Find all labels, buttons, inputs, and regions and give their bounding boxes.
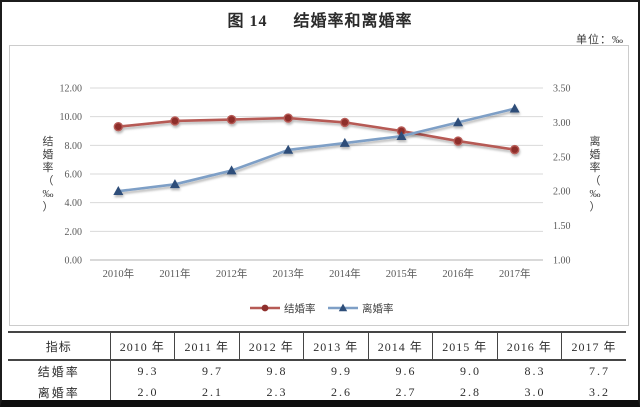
data-point-triangle — [169, 179, 180, 189]
table-header-cell: 2012 年 — [238, 332, 304, 361]
table-value-cell: 2.7 — [395, 385, 417, 399]
legend-marker — [261, 304, 269, 312]
table-header-cell: 2013 年 — [303, 332, 368, 361]
legend-item: 离婚率 — [328, 302, 394, 315]
table-header-cell: 2010 年 — [109, 332, 175, 361]
table-header-cell: 2014 年 — [367, 332, 433, 361]
left-axis-title: 结婚率（‰） — [43, 135, 54, 213]
right-axis-tick-label: 1.00 — [553, 256, 571, 267]
right-axis-tick-label: 1.50 — [553, 221, 571, 232]
table-header-cell: 2015 年 — [432, 332, 497, 361]
series-line — [117, 116, 516, 151]
x-axis-tick-label: 2012年 — [216, 267, 248, 280]
data-point-triangle — [396, 130, 407, 140]
series-line — [117, 107, 516, 193]
table-header-cell: 2011 年 — [174, 332, 239, 361]
table-value-cell: 9.9 — [331, 364, 352, 378]
table-value-cell: 9.6 — [395, 364, 417, 378]
table-row: 离婚率 2.0 2.1 2.3 2.6 2.7 2.8 3.0 3.2 — [8, 382, 626, 400]
data-point-circle — [509, 144, 520, 155]
left-axis-tick-label: 8.00 — [65, 141, 83, 152]
legend-label: 结婚率 — [284, 302, 316, 315]
right-axis-tick-label: 3.00 — [553, 118, 571, 129]
chart-title-row: 图 14 结婚率和离婚率 — [2, 7, 638, 31]
table-value-cell: 2.6 — [331, 385, 352, 399]
data-point-triangle — [113, 186, 124, 195]
left-axis-tick-label: 10.00 — [60, 112, 83, 123]
table-value-cell: 9.7 — [202, 364, 223, 378]
right-axis-tick-label: 2.00 — [553, 187, 571, 198]
table-value-cell: 2.0 — [137, 385, 159, 399]
data-point-triangle — [453, 117, 464, 127]
data-point-circle — [170, 116, 180, 126]
data-point-triangle — [226, 165, 237, 175]
data-table: 指标 2010 年 2011 年 2012 年 2013 年 2014 年 2015 年 20… — [8, 331, 626, 400]
table-value-cell: 3.2 — [589, 385, 610, 399]
table-value-cell: 9.0 — [460, 364, 481, 378]
x-axis-tick-label: 2014年 — [329, 267, 361, 280]
table-row-label: 结婚率 — [8, 360, 111, 382]
table-header-cell: 2017 年 — [561, 332, 626, 361]
data-point-circle — [340, 117, 350, 128]
table-value-cell: 2.3 — [266, 385, 288, 399]
data-point-circle — [226, 114, 237, 125]
data-point-triangle — [339, 137, 350, 147]
marriage-rate-series — [113, 113, 520, 155]
line-chart: 12.00 10.00 8.00 6.00 4.00 2.00 0.00 3.50 3.00 2.… — [43, 84, 601, 315]
data-point-triangle — [509, 103, 520, 113]
data-point-triangle — [283, 144, 294, 154]
figure-number-label: 图 14 — [227, 13, 268, 30]
legend-label: 离婚率 — [362, 302, 394, 315]
table-row-label: 离婚率 — [8, 382, 111, 400]
right-axis-title: 离婚率（‰） — [590, 134, 601, 213]
x-axis-tick-label: 2015年 — [386, 267, 418, 280]
table-value-cell: 2.1 — [202, 385, 223, 399]
left-axis-tick-label: 6.00 — [65, 170, 83, 181]
table-value-cell: 2.8 — [460, 385, 481, 399]
x-axis-tick-label: 2016年 — [442, 267, 474, 280]
unit-label: 单位：‰ — [576, 34, 624, 46]
legend-item: 结婚率 — [250, 302, 316, 315]
chart-title: 结婚率和离婚率 — [293, 13, 413, 30]
legend-marker — [338, 303, 348, 312]
data-point-circle — [283, 113, 293, 123]
table-value-cell: 7.7 — [589, 364, 610, 378]
x-axis-tick-label: 2013年 — [272, 267, 304, 280]
divorce-rate-series — [113, 103, 520, 195]
left-axis-tick-label: 12.00 — [60, 84, 83, 95]
table-row: 结婚率 9.3 9.7 9.8 9.9 9.6 9.0 8.3 7.7 — [8, 360, 626, 382]
data-point-circle — [453, 136, 463, 146]
x-axis-tick-label: 2011年 — [159, 267, 190, 280]
left-axis-tick-label: 2.00 — [65, 227, 83, 238]
left-axis-tick-label: 0.00 — [65, 256, 83, 267]
chart-plot-frame: 12.00 10.00 8.00 6.00 4.00 2.00 0.00 3.50 3.00 2.… — [9, 45, 629, 326]
table-value-cell: 8.3 — [524, 364, 546, 378]
left-axis-tick-label: 4.00 — [65, 198, 83, 209]
table-value-cell: 9.8 — [266, 364, 288, 378]
x-axis-tick-label: 2017年 — [499, 267, 531, 280]
table-header-cell: 2016 年 — [496, 332, 562, 361]
data-point-circle — [113, 121, 124, 132]
x-axis-tick-label: 2010年 — [103, 267, 135, 280]
table-header-cell: 指标 — [8, 332, 110, 361]
table-value-cell: 9.3 — [137, 364, 159, 378]
right-axis-tick-label: 3.50 — [553, 84, 571, 95]
table-value-cell: 3.0 — [524, 385, 546, 399]
right-axis-tick-label: 2.50 — [553, 152, 571, 163]
